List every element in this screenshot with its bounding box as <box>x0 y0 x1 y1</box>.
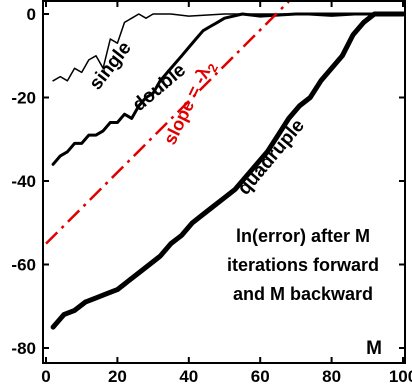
annotation-line-2: iterations forward <box>227 255 379 275</box>
series-line-double <box>51 12 405 166</box>
annotation-line-1: ln(error) after M <box>236 226 370 246</box>
plot-frame <box>42 0 406 364</box>
series-label-single: single <box>85 38 135 94</box>
y-tick-label: -60 <box>11 256 36 275</box>
plot-border <box>42 0 406 364</box>
series-layer <box>45 0 405 330</box>
x-tick-label: 80 <box>322 367 341 385</box>
slope-reference-line <box>45 0 290 245</box>
annotation-line-3: and M backward <box>233 284 373 304</box>
tick-layer: 0 20 40 60 80 100 0 -20 -40 -60 -80 <box>11 1 412 385</box>
y-tick-label: 0 <box>27 5 36 24</box>
y-tick-label: -40 <box>11 172 36 191</box>
x-tick-label: 0 <box>41 367 50 385</box>
y-tick-label: -20 <box>11 89 36 108</box>
x-tick-label: 40 <box>179 367 198 385</box>
series-label-quadruple: quadruple <box>234 115 309 199</box>
x-tick-label: 100 <box>389 367 412 385</box>
x-tick-label: 60 <box>251 367 270 385</box>
x-axis-label: M <box>366 338 382 359</box>
series-line-quadruple <box>50 11 405 330</box>
x-tick-label: 20 <box>108 367 127 385</box>
y-tick-label: -80 <box>11 339 36 358</box>
